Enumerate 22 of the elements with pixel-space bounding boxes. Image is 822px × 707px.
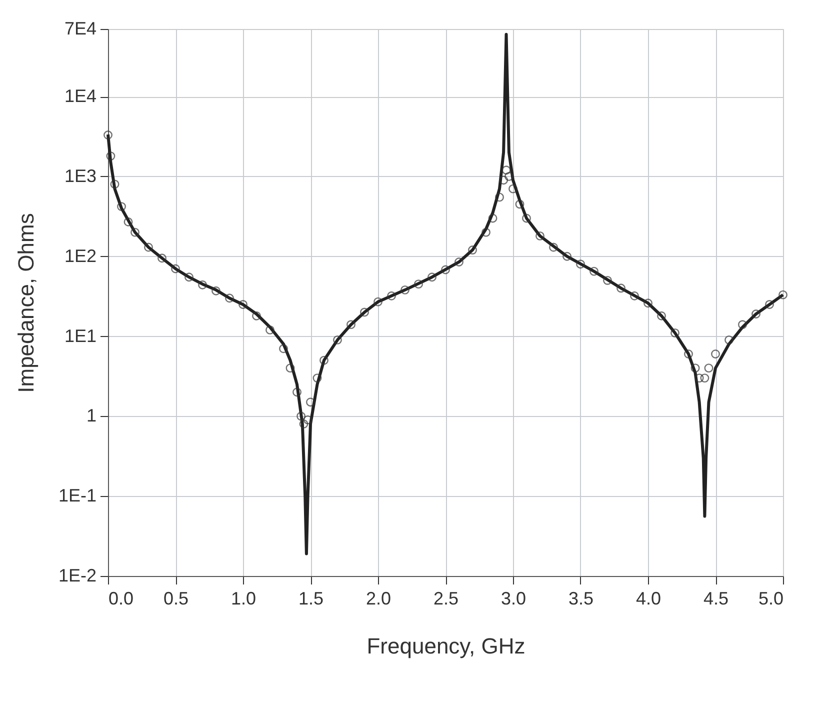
x-tick-label: 0.0 <box>108 588 134 608</box>
x-tick-label: 2.5 <box>433 588 459 608</box>
x-tick-label: 0.5 <box>163 588 189 608</box>
x-tick-label: 4.0 <box>636 588 662 608</box>
y-tick-label: 1E3 <box>64 166 96 186</box>
y-tick-label: 1 <box>86 406 96 426</box>
y-tick-label: 1E1 <box>64 326 96 346</box>
x-tick-label: 2.0 <box>366 588 392 608</box>
x-tick-label: 4.5 <box>703 588 729 608</box>
x-tick-label: 1.5 <box>298 588 324 608</box>
y-tick-label: 1E4 <box>64 86 96 106</box>
y-tick-label: 7E4 <box>64 18 96 38</box>
x-axis-title: Frequency, GHz <box>366 634 526 658</box>
x-tick-label: 1.0 <box>230 588 256 608</box>
y-tick-label: 1E2 <box>64 246 96 266</box>
y-tick-label: 1E-1 <box>58 486 96 506</box>
y-tick-label: 1E-2 <box>58 566 96 586</box>
x-tick-label: 5.0 <box>758 588 784 608</box>
x-tick-label: 3.0 <box>500 588 526 608</box>
line-series <box>106 32 784 556</box>
y-axis-title: Impedance, Ohms <box>13 213 38 393</box>
x-tick-label: 3.5 <box>568 588 594 608</box>
